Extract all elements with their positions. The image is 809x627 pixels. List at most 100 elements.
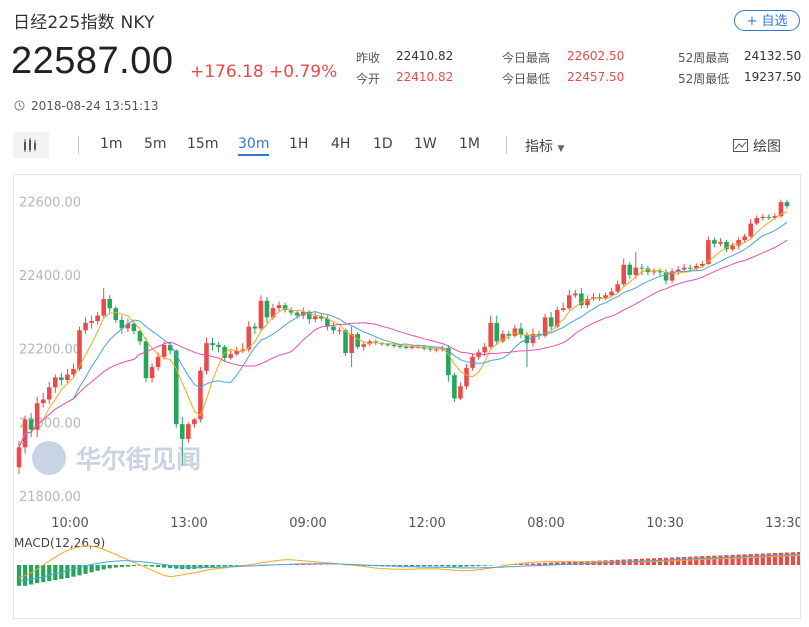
candle-body: [349, 333, 354, 354]
candle: [361, 341, 366, 351]
candle: [355, 332, 360, 350]
macd-bar: [228, 565, 233, 567]
candle-body: [355, 333, 360, 347]
macd-bar: [107, 565, 112, 569]
stat-value-day-low: 22457.50: [567, 70, 625, 84]
macd-bar: [476, 565, 481, 567]
x-tick-label: 10:30: [646, 516, 683, 531]
candle: [609, 287, 614, 298]
price-change: +176.18: [190, 62, 264, 82]
candle-body: [675, 269, 681, 272]
chart-type-button[interactable]: [13, 132, 49, 158]
candle-body: [155, 356, 161, 368]
macd-bar: [536, 563, 542, 565]
macd-bar: [77, 565, 82, 576]
period-1w[interactable]: 1W: [414, 136, 437, 152]
macd-bar: [65, 565, 70, 578]
candle: [669, 268, 675, 284]
candle-body: [706, 240, 711, 264]
macd-bar: [149, 565, 155, 567]
clock-icon: [14, 100, 25, 111]
candle-body: [77, 330, 82, 369]
candle-body: [657, 271, 663, 273]
candle-body: [645, 268, 651, 273]
x-tick-label: 10:00: [51, 516, 88, 531]
period-30m[interactable]: 30m: [238, 136, 270, 156]
candle-body: [633, 267, 639, 276]
macd-bar: [470, 565, 475, 567]
candle-body: [597, 297, 602, 299]
macd-bar: [131, 565, 137, 567]
period-1d[interactable]: 1D: [373, 136, 393, 152]
watermark-text: 华尔街见闻: [76, 445, 201, 474]
x-tick-label: 12:00: [408, 516, 445, 531]
candle: [89, 315, 94, 329]
candle-body: [294, 312, 300, 316]
candle: [149, 363, 155, 383]
candle-body: [313, 316, 318, 320]
macd-bar: [452, 565, 457, 567]
candle: [579, 287, 584, 309]
candle-body: [89, 321, 94, 323]
candle: [657, 268, 663, 276]
candle: [524, 332, 530, 368]
candle: [494, 315, 500, 345]
candle-body: [579, 293, 584, 306]
period-1m[interactable]: 1m: [100, 136, 123, 152]
add-to-watchlist-button[interactable]: + 自选: [734, 10, 800, 31]
candle-body: [681, 267, 687, 270]
macd-bar: [29, 565, 34, 585]
price-chart[interactable]: 华尔街见闻 22600.00 22400.00 22200.00 22000.00 218…: [14, 175, 809, 618]
candle: [675, 265, 681, 276]
candle: [40, 392, 46, 408]
candle-body: [730, 245, 735, 250]
candle-body: [143, 341, 149, 379]
stat-value-day-high: 22602.50: [567, 49, 625, 63]
candle-body: [784, 202, 790, 207]
macd-bar: [198, 565, 203, 569]
macd-bar: [688, 556, 693, 565]
macd-bar: [790, 552, 796, 565]
period-1h[interactable]: 1H: [289, 136, 309, 152]
candle-body: [228, 354, 233, 358]
macd-bar: [561, 562, 566, 565]
y-tick-label: 22400.00: [19, 269, 81, 284]
macd-bar: [222, 565, 227, 567]
period-5m[interactable]: 5m: [144, 136, 167, 152]
candle-body: [125, 323, 131, 329]
candle: [760, 214, 766, 221]
chart-panel[interactable]: 华尔街见闻 22600.00 22400.00 22200.00 22000.00 218…: [13, 174, 809, 619]
macd-bar: [742, 554, 747, 565]
indicator-dropdown[interactable]: 指标 ▼: [525, 136, 564, 156]
macd-bar: [682, 556, 687, 565]
macd-bar: [530, 563, 536, 565]
candle: [16, 440, 22, 474]
candle-body: [778, 202, 784, 217]
macd-bar: [143, 565, 149, 567]
period-1mo[interactable]: 1M: [459, 136, 480, 152]
candle-body: [524, 334, 530, 344]
candle-body: [270, 308, 276, 318]
candle-body: [693, 265, 699, 269]
candle-body: [83, 322, 88, 331]
candle-body: [397, 346, 403, 348]
candle-body: [772, 216, 778, 218]
candle-body: [113, 308, 119, 320]
toolbar-divider: [78, 136, 79, 154]
timestamp-text: 2018-08-24 13:51:13: [31, 99, 159, 113]
ma-line-20: [18, 239, 788, 448]
ma-line-5: [18, 211, 788, 448]
candle: [173, 349, 179, 428]
candlestick-icon: [24, 138, 36, 152]
macd-bar: [549, 562, 554, 565]
candle: [204, 337, 209, 375]
chart-toolbar: 1m 5m 15m 30m 1H 4H 1D 1W 1M 指标 ▼ 绘图: [13, 132, 799, 162]
candle-body: [385, 344, 391, 346]
draw-tool-button[interactable]: 绘图: [733, 136, 781, 156]
candle: [687, 264, 693, 271]
period-4h[interactable]: 4H: [331, 136, 351, 152]
candle-body: [609, 291, 614, 296]
candle-body: [585, 298, 590, 306]
candle: [724, 240, 729, 253]
period-15m[interactable]: 15m: [187, 136, 219, 152]
